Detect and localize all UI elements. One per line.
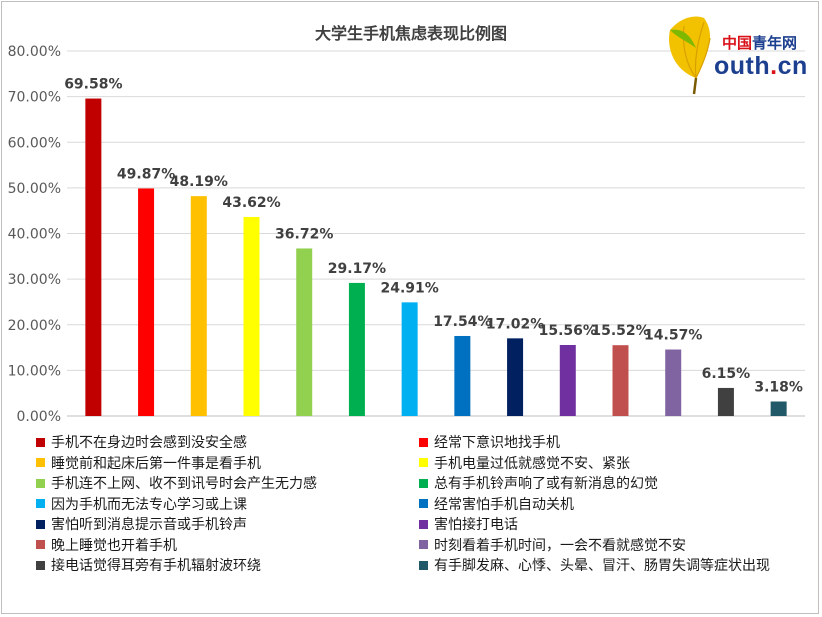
legend-swatch bbox=[419, 458, 428, 467]
y-tick-label: 80.00% bbox=[8, 44, 61, 60]
legend-swatch bbox=[419, 478, 428, 488]
bar bbox=[138, 188, 155, 416]
data-label: 17.54% bbox=[433, 314, 491, 330]
chart-legend: 手机不在身边时会感到没安全感 经常下意识地找手机 睡觉前和起床后第一件事是看手机 手机… bbox=[36, 432, 816, 582]
logo-domain-text: outh.cn bbox=[714, 52, 808, 80]
legend-item: 手机连不上网、收不到讯号时会产生无力感 bbox=[36, 473, 317, 493]
legend-swatch bbox=[419, 519, 428, 529]
legend-label: 有手脚发麻、心悸、头晕、冒汗、肠胃失调等症状出现 bbox=[434, 558, 770, 574]
legend-swatch bbox=[36, 560, 45, 570]
data-label: 6.15% bbox=[702, 366, 751, 382]
bar bbox=[770, 401, 787, 416]
ginkgo-leaf-icon bbox=[669, 16, 711, 95]
data-label: 69.58% bbox=[64, 77, 122, 93]
legend-item: 因为手机而无法专心学习或上课 bbox=[36, 494, 247, 514]
bar bbox=[717, 387, 734, 416]
legend-label: 手机连不上网、收不到讯号时会产生无力感 bbox=[51, 476, 317, 492]
legend-swatch bbox=[36, 478, 45, 488]
y-tick-label: 30.00% bbox=[8, 272, 61, 288]
legend-swatch bbox=[36, 437, 45, 447]
data-label: 43.62% bbox=[222, 195, 280, 211]
bar bbox=[296, 248, 313, 416]
bar bbox=[190, 196, 207, 416]
bar bbox=[348, 282, 365, 416]
legend-swatch bbox=[419, 560, 428, 570]
legend-item: 害怕接打电话 bbox=[419, 514, 518, 534]
legend-label: 总有手机铃声响了或有新消息的幻觉 bbox=[434, 476, 658, 492]
data-label: 14.57% bbox=[644, 328, 702, 344]
legend-label: 手机不在身边时会感到没安全感 bbox=[51, 435, 247, 451]
legend-item: 经常下意识地找手机 bbox=[419, 432, 560, 452]
data-label: 15.56% bbox=[539, 323, 597, 339]
legend-item: 晚上睡觉也开着手机 bbox=[36, 535, 177, 555]
data-label: 29.17% bbox=[328, 261, 386, 277]
youth-cn-logo: 中国青年网 outh.cn bbox=[664, 8, 814, 100]
y-tick-label: 60.00% bbox=[8, 135, 61, 151]
bar bbox=[507, 338, 524, 416]
bar bbox=[665, 349, 682, 416]
legend-label: 害怕接打电话 bbox=[434, 517, 518, 533]
legend-swatch bbox=[36, 499, 45, 508]
legend-item: 手机不在身边时会感到没安全感 bbox=[36, 432, 247, 452]
bar bbox=[401, 302, 418, 416]
y-tick-label: 40.00% bbox=[8, 227, 61, 243]
chart-title: 大学生手机焦虑表现比例图 bbox=[314, 24, 507, 43]
legend-swatch bbox=[419, 499, 428, 508]
legend-label: 经常下意识地找手机 bbox=[434, 435, 560, 451]
legend-label: 害怕听到消息提示音或手机铃声 bbox=[51, 517, 247, 533]
bar bbox=[612, 345, 629, 416]
logo-chinese-text: 中国青年网 bbox=[722, 34, 798, 52]
legend-label: 接电话觉得耳旁有手机辐射波环绕 bbox=[51, 558, 261, 574]
legend-label: 睡觉前和起床后第一件事是看手机 bbox=[51, 455, 261, 472]
y-tick-label: 70.00% bbox=[8, 90, 61, 106]
y-tick-label: 20.00% bbox=[8, 318, 61, 334]
data-label: 24.91% bbox=[380, 280, 438, 296]
legend-label: 经常害怕手机自动关机 bbox=[434, 496, 574, 513]
data-label: 15.52% bbox=[591, 323, 649, 339]
legend-swatch bbox=[36, 458, 45, 467]
legend-item: 接电话觉得耳旁有手机辐射波环绕 bbox=[36, 555, 261, 575]
bar bbox=[243, 216, 260, 416]
y-tick-label: 50.00% bbox=[8, 181, 61, 197]
legend-item: 时刻看着手机时间，一会不看就感觉不安 bbox=[419, 535, 686, 555]
legend-swatch bbox=[419, 437, 428, 447]
legend-swatch bbox=[36, 540, 45, 549]
bar bbox=[559, 345, 576, 416]
legend-item: 有手脚发麻、心悸、头晕、冒汗、肠胃失调等症状出现 bbox=[419, 555, 770, 575]
data-label: 17.02% bbox=[486, 316, 544, 332]
legend-item: 害怕听到消息提示音或手机铃声 bbox=[36, 514, 247, 534]
legend-swatch bbox=[36, 519, 45, 529]
y-tick-label: 0.00% bbox=[17, 409, 61, 425]
data-label: 3.18% bbox=[754, 379, 803, 395]
legend-item: 总有手机铃声响了或有新消息的幻觉 bbox=[419, 473, 658, 493]
legend-label: 时刻看着手机时间，一会不看就感觉不安 bbox=[434, 537, 686, 554]
y-tick-label: 10.00% bbox=[8, 363, 61, 379]
data-label: 36.72% bbox=[275, 226, 333, 242]
legend-label: 晚上睡觉也开着手机 bbox=[51, 537, 177, 554]
legend-label: 因为手机而无法专心学习或上课 bbox=[51, 496, 247, 513]
bar bbox=[454, 335, 471, 416]
legend-item: 睡觉前和起床后第一件事是看手机 bbox=[36, 453, 261, 473]
legend-item: 手机电量过低就感觉不安、紧张 bbox=[419, 453, 630, 473]
data-label: 48.19% bbox=[170, 174, 228, 190]
legend-item: 经常害怕手机自动关机 bbox=[419, 494, 574, 514]
legend-swatch bbox=[419, 540, 428, 549]
legend-label: 手机电量过低就感觉不安、紧张 bbox=[434, 455, 630, 472]
data-label: 49.87% bbox=[117, 166, 175, 182]
bar bbox=[85, 98, 102, 416]
